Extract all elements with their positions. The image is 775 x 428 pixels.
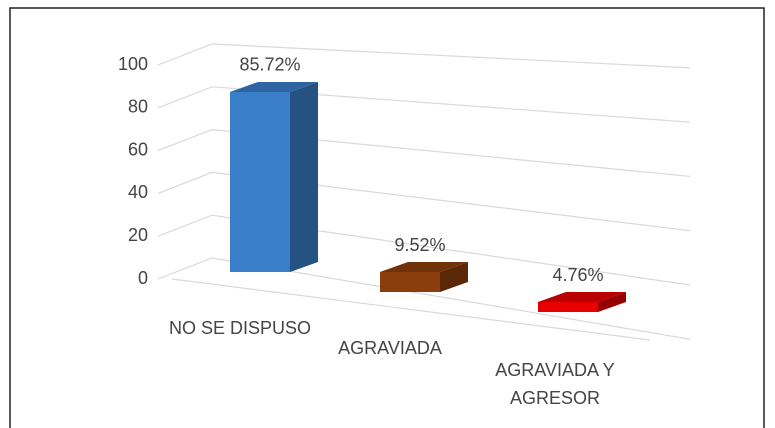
x-tick-label: NO SE DISPUSO (168, 318, 312, 338)
floor-edge (171, 278, 651, 341)
y-tick-label: 20 (128, 225, 148, 245)
x-tick-label: AGRAVIADA Y AGRESOR (495, 360, 615, 408)
frame (9, 7, 765, 428)
y-tick-label: 60 (128, 139, 148, 159)
bar-top (380, 262, 468, 273)
grid-line (157, 171, 691, 232)
bar-front (230, 91, 290, 272)
value-label: 9.52% (394, 235, 445, 255)
grid-line (157, 128, 691, 178)
bar-side (440, 262, 468, 292)
x-tick-label: AGRAVIADA (338, 338, 442, 358)
bar-side (598, 292, 626, 312)
bar-front (380, 272, 440, 292)
bar-front (538, 302, 598, 312)
y-tick-label: 0 (138, 268, 148, 288)
bar-side (290, 81, 318, 272)
y-tick-label: 40 (128, 182, 148, 202)
bar-top (538, 292, 626, 303)
y-tick-label: 80 (128, 97, 148, 117)
value-label: 4.76% (552, 265, 603, 285)
grid-line (157, 214, 691, 286)
y-tick-label: 100 (118, 54, 148, 74)
grid-line (157, 257, 691, 340)
grid-line (157, 43, 691, 69)
value-label: 85.72% (239, 55, 300, 75)
bar-top (230, 81, 318, 92)
grid-line (157, 86, 691, 123)
